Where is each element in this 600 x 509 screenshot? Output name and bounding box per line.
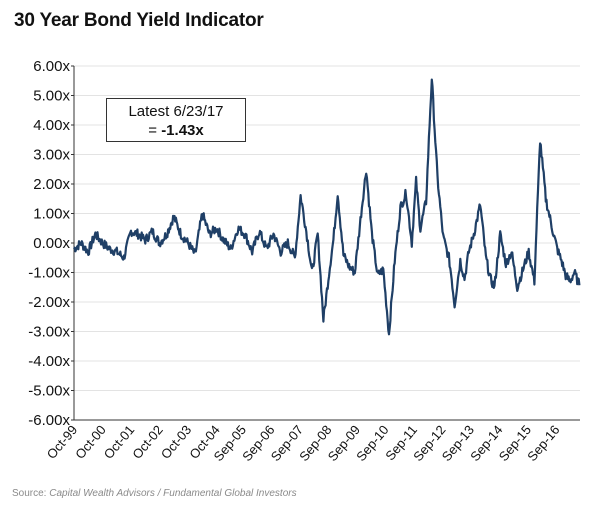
y-axis-ticks: 6.00x 5.00x 4.00x 3.00x 2.00x 1.00x 0.00x -1.00… — [28, 58, 70, 429]
y-tick-label: 2.00x — [33, 176, 70, 193]
y-tick-label: -1.00x — [28, 265, 70, 282]
line-chart: 6.00x 5.00x 4.00x 3.00x 2.00x 1.00x 0.00x -1.00… — [28, 58, 581, 464]
y-tick-label: 3.00x — [33, 147, 70, 164]
axes — [71, 65, 580, 421]
source-note: Source: Capital Wealth Advisors / Fundam… — [12, 488, 297, 499]
source-text: Capital Wealth Advisors / Fundamental Gl… — [49, 488, 297, 499]
x-tick-label: Oct-01 — [101, 422, 138, 462]
equals-sign: = — [148, 122, 162, 139]
y-tick-label: -3.00x — [28, 324, 70, 341]
x-axis-ticks: Oct-99Oct-00Oct-01Oct-02Oct-03Oct-04Sep-… — [44, 422, 563, 464]
latest-date-label: Latest 6/23/17 — [128, 103, 224, 120]
y-tick-label: 5.00x — [33, 88, 70, 105]
y-tick-label: 6.00x — [33, 58, 70, 75]
y-tick-label: 0.00x — [33, 235, 70, 252]
latest-annotation: Latest 6/23/17 = -1.43x — [106, 98, 246, 142]
latest-value: -1.43x — [161, 122, 204, 139]
y-tick-label: -2.00x — [28, 294, 70, 311]
x-tick-label: Oct-02 — [129, 422, 166, 462]
x-tick-label: Oct-00 — [72, 422, 109, 462]
y-tick-label: -4.00x — [28, 353, 70, 370]
series-line — [73, 78, 581, 336]
y-tick-label: -6.00x — [28, 412, 70, 429]
y-tick-label: -5.00x — [28, 383, 70, 400]
chart-title: 30 Year Bond Yield Indicator — [14, 10, 264, 31]
source-label: Source: — [12, 488, 47, 499]
x-tick-label: Oct-03 — [158, 422, 195, 462]
y-tick-label: 4.00x — [33, 117, 70, 134]
y-tick-label: 1.00x — [33, 206, 70, 223]
latest-value-row: = -1.43x — [107, 121, 245, 140]
